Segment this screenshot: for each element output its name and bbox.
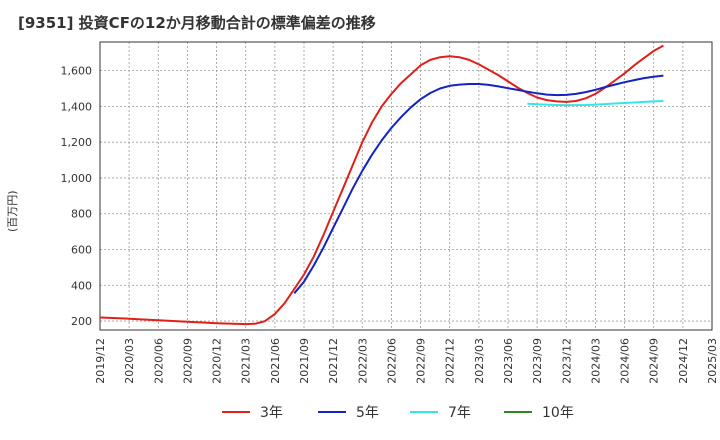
x-tick-label: 2020/03 bbox=[123, 338, 136, 384]
x-tick-label: 2021/09 bbox=[298, 338, 311, 384]
legend-item: 10年 bbox=[504, 402, 574, 422]
y-tick-label: 600 bbox=[71, 244, 92, 257]
x-tick-label: 2022/03 bbox=[356, 338, 369, 384]
legend-label: 3年 bbox=[260, 405, 283, 421]
plot-frame bbox=[99, 41, 713, 331]
y-tick-label: 800 bbox=[71, 208, 92, 221]
x-tick-label: 2022/06 bbox=[385, 338, 398, 384]
y-tick-label: 1,000 bbox=[61, 172, 93, 185]
line-chart: 200 400 600 800 1,000 1,200 1,400 1,600 2019/12 2… bbox=[61, 41, 719, 384]
x-tick-label: 2024/09 bbox=[648, 338, 661, 384]
legend-item: 3年 bbox=[222, 402, 283, 422]
legend-label: 7年 bbox=[448, 405, 471, 421]
legend-label: 10年 bbox=[542, 405, 574, 421]
x-tick-label: 2021/03 bbox=[240, 338, 253, 384]
legend-label: 5年 bbox=[356, 405, 379, 421]
x-tick-label: 2024/12 bbox=[677, 338, 690, 384]
legend-swatch bbox=[222, 411, 250, 413]
x-tick-label: 2022/12 bbox=[444, 338, 457, 384]
x-tick-label: 2020/12 bbox=[211, 338, 224, 384]
chart-title: [9351] 投資CFの12か月移動合計の標準偏差の推移 bbox=[18, 14, 376, 32]
x-tick-label: 2024/06 bbox=[619, 338, 632, 384]
series-line bbox=[293, 74, 664, 294]
y-tick-label: 1,200 bbox=[61, 136, 93, 149]
legend-item: 7年 bbox=[410, 402, 471, 422]
y-tick-label: 1,400 bbox=[61, 100, 93, 113]
legend-swatch bbox=[318, 411, 346, 413]
x-tick-label: 2025/03 bbox=[706, 338, 719, 384]
x-tick-label: 2019/12 bbox=[94, 338, 107, 384]
x-tick-label: 2021/12 bbox=[327, 338, 340, 384]
y-tick-label: 1,600 bbox=[61, 65, 93, 78]
y-tick-label: 200 bbox=[71, 315, 92, 328]
x-tick-label: 2023/06 bbox=[502, 338, 515, 384]
legend-item: 5年 bbox=[318, 402, 379, 422]
x-tick-label: 2023/12 bbox=[560, 338, 573, 384]
legend-swatch bbox=[504, 411, 532, 413]
legend: 3年 5年 7年 10年 bbox=[0, 402, 720, 426]
x-tick-label: 2024/03 bbox=[589, 338, 602, 384]
x-tick-label: 2020/06 bbox=[152, 338, 165, 384]
x-tick-label: 2022/09 bbox=[415, 338, 428, 384]
series-line bbox=[527, 100, 664, 107]
legend-swatch bbox=[410, 411, 438, 413]
y-tick-label: 400 bbox=[71, 279, 92, 292]
x-tick-label: 2023/09 bbox=[531, 338, 544, 384]
series-line bbox=[99, 44, 664, 326]
x-tick-label: 2020/09 bbox=[181, 338, 194, 384]
x-tick-label: 2021/06 bbox=[269, 338, 282, 384]
x-tick-label: 2023/03 bbox=[473, 338, 486, 384]
